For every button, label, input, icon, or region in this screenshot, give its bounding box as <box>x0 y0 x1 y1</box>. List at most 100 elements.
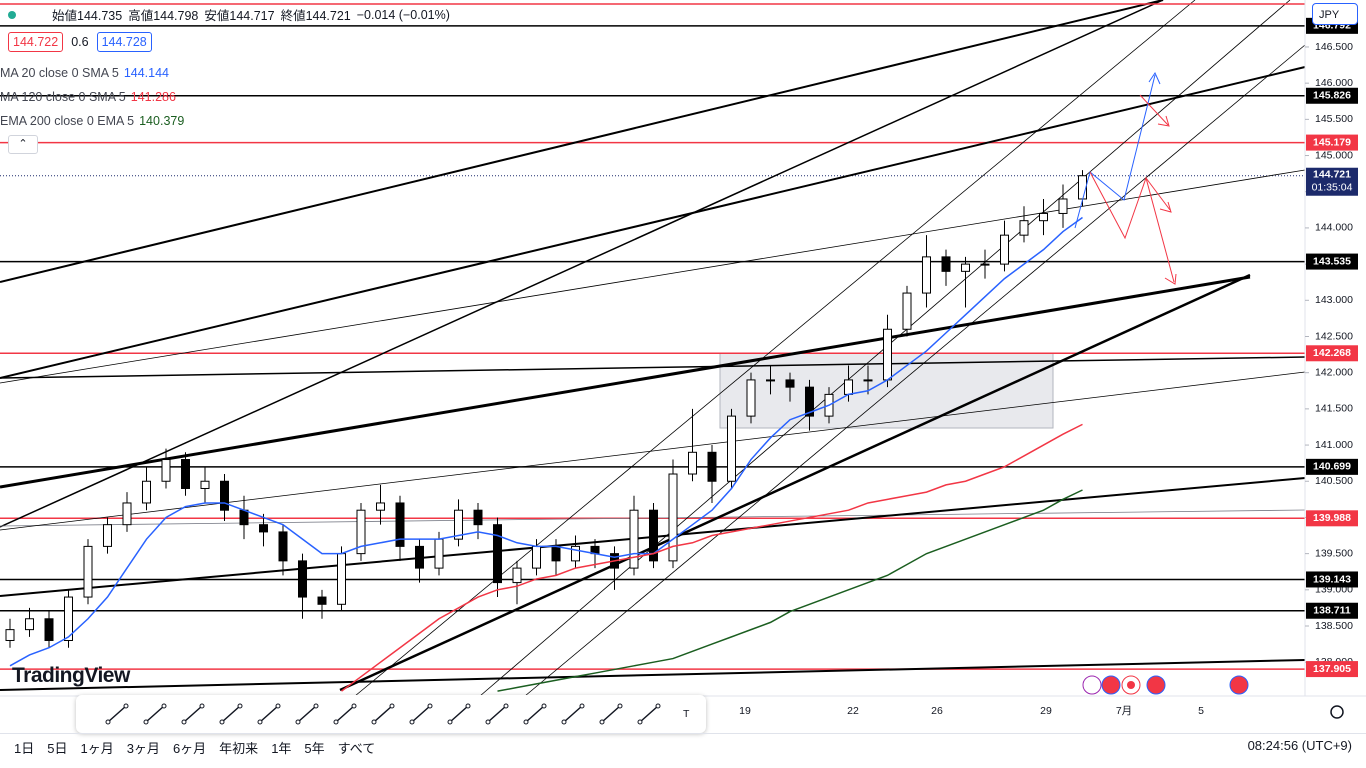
tool-icon[interactable] <box>371 719 377 725</box>
bid[interactable]: 144.722 <box>8 32 64 52</box>
candle-body <box>356 509 366 555</box>
level-label: 138.711 <box>1313 605 1351 617</box>
candle-body <box>883 328 892 381</box>
ohlc-close: 終値144.721 <box>280 9 351 23</box>
tool-icon[interactable] <box>219 719 225 725</box>
tool-icon[interactable] <box>181 719 187 725</box>
y-tick-label: 139.500 <box>1315 547 1353 559</box>
spread: 0.6 <box>71 35 89 49</box>
tool-icon[interactable] <box>199 703 205 709</box>
tool-icon[interactable] <box>655 703 661 709</box>
tool-icon[interactable] <box>637 719 643 725</box>
candle-body <box>64 596 73 641</box>
range-button[interactable]: 5日 <box>47 741 68 756</box>
level-label: 139.143 <box>1313 573 1351 585</box>
candle-body <box>785 379 795 388</box>
candle-body <box>103 524 112 547</box>
ohlc-change: −0.014 (−0.01%) <box>356 7 450 22</box>
candle-body <box>200 480 210 489</box>
tool-icon[interactable] <box>297 705 317 723</box>
tool-icon[interactable] <box>183 705 203 723</box>
level-label: 137.905 <box>1313 663 1351 675</box>
level-label: 145.179 <box>1313 136 1351 148</box>
tool-icon[interactable] <box>313 703 319 709</box>
tool-icon[interactable] <box>449 705 469 723</box>
tool-icon[interactable] <box>485 719 491 725</box>
candle-body <box>5 629 15 641</box>
footer: 1日 5日 1ヶ月 3ヶ月 6ヶ月 年初来 1年 5年 すべて 08:24:56 (UTC+9) <box>0 733 1366 761</box>
tool-icon[interactable] <box>335 705 355 723</box>
tool-icon[interactable] <box>601 705 621 723</box>
symbol-header: 始値144.735 高値144.798 安値144.717 終値144.721 … <box>8 5 450 24</box>
candle-body <box>707 451 717 482</box>
projection <box>1139 94 1169 126</box>
tool-icon[interactable] <box>447 719 453 725</box>
badge-layer: 146.792145.826145.179143.535142.268140.6… <box>1306 17 1358 678</box>
tool-icon[interactable] <box>525 705 545 723</box>
level-badge <box>1306 602 1358 619</box>
tool-icon[interactable]: T <box>683 708 690 720</box>
tool-icon[interactable] <box>257 719 263 725</box>
candle-body <box>727 415 736 482</box>
y-tick-label: 145.000 <box>1315 149 1353 161</box>
quotes: 144.722 0.6 144.728 <box>8 32 152 52</box>
candle-body <box>629 509 639 569</box>
candle-body <box>512 567 522 584</box>
tool-icon[interactable] <box>351 703 357 709</box>
tool-icon[interactable] <box>411 705 431 723</box>
tool-icon[interactable] <box>579 703 585 709</box>
range-button[interactable]: 年初来 <box>219 741 259 756</box>
currency-box[interactable]: JPY <box>1312 3 1358 25</box>
tool-icon[interactable] <box>561 719 567 725</box>
tool-icon[interactable] <box>333 719 339 725</box>
tool-icon[interactable] <box>107 705 127 723</box>
arrow-head <box>1159 201 1172 213</box>
range-button[interactable]: 1日 <box>14 741 35 756</box>
tool-icon[interactable] <box>237 703 243 709</box>
trend-line <box>339 273 1251 692</box>
tool-icon[interactable] <box>617 703 623 709</box>
range-button[interactable]: 1ヶ月 <box>80 741 114 756</box>
tool-icon[interactable] <box>123 703 129 709</box>
tool-icon[interactable] <box>373 705 393 723</box>
tool-icon[interactable] <box>409 719 415 725</box>
range-button[interactable]: 5年 <box>304 741 325 756</box>
x-tick-label: 22 <box>847 705 859 717</box>
range-button[interactable]: すべて <box>337 741 376 756</box>
clock: 08:24:56 (UTC+9) <box>1247 738 1352 753</box>
tool-icon[interactable] <box>487 705 507 723</box>
tool-icon[interactable] <box>221 705 241 723</box>
tool-icon[interactable] <box>639 705 659 723</box>
tool-icon[interactable] <box>563 705 583 723</box>
tool-icon[interactable] <box>427 703 433 709</box>
candle-body <box>746 379 756 417</box>
tool-icon[interactable] <box>523 719 529 725</box>
tool-icon[interactable] <box>259 705 279 723</box>
candle-body <box>1019 220 1029 236</box>
last-price-label: 144.721 <box>1313 169 1351 181</box>
legend-value: 144.144 <box>123 66 169 80</box>
candle-body <box>278 531 288 562</box>
tool-icon[interactable] <box>541 703 547 709</box>
tool-icon[interactable] <box>143 719 149 725</box>
ask[interactable]: 144.728 <box>96 32 152 52</box>
candle-body <box>239 509 249 526</box>
tool-icon[interactable] <box>295 719 301 725</box>
tool-icon[interactable] <box>599 719 605 725</box>
logo: ⁣TradingView <box>12 664 130 688</box>
range-button[interactable]: 3ヶ月 <box>126 741 160 756</box>
tool-icon[interactable] <box>465 703 471 709</box>
candle-body <box>122 502 132 526</box>
collapse-button[interactable]: ⌃ <box>8 135 38 154</box>
projection <box>1089 171 1175 283</box>
range-button[interactable]: 6ヶ月 <box>172 741 207 756</box>
tool-icon[interactable] <box>145 705 165 723</box>
tool-icon[interactable] <box>503 703 509 709</box>
tool-icon[interactable] <box>105 719 111 725</box>
range-button[interactable]: 1年 <box>271 741 292 756</box>
tool-icon[interactable] <box>275 703 281 709</box>
tool-icon[interactable] <box>389 703 395 709</box>
tool-icon[interactable] <box>161 703 167 709</box>
settings-icon[interactable] <box>1330 705 1344 719</box>
